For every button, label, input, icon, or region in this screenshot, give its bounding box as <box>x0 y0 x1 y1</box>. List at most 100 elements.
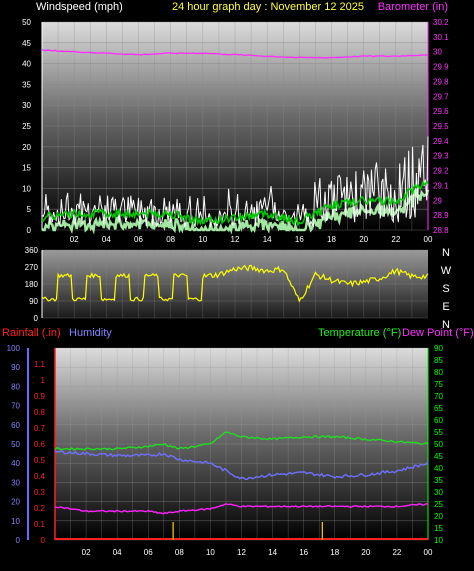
compass-label: N <box>442 247 450 259</box>
rainfall-tick-label: 0.3 <box>34 488 46 497</box>
temperature-tick-label: 15 <box>434 524 443 533</box>
time-tick-label: 14 <box>263 235 272 244</box>
time-tick-label: 16 <box>295 235 304 244</box>
temperature-tick-label: 90 <box>434 344 443 353</box>
direction-tick-label: 270 <box>25 263 39 272</box>
barometer-tick-label: 29.1 <box>433 181 449 190</box>
time-tick-label: 10 <box>198 235 207 244</box>
rainfall-tick-label: 0.9 <box>34 392 46 401</box>
windspeed-tick-label: 35 <box>22 80 31 89</box>
rainfall-tick-label: 1.1 <box>34 360 46 369</box>
barometer-tick-label: 28.9 <box>433 211 449 220</box>
compass-label: W <box>441 265 452 277</box>
time-tick-label: 14 <box>268 548 277 557</box>
compass-label: S <box>442 283 449 295</box>
direction-tick-label: 180 <box>25 280 39 289</box>
windspeed-tick-label: 45 <box>22 39 31 48</box>
windspeed-axis-title: Windspeed (mph) <box>36 1 123 13</box>
barometer-tick-label: 28.8 <box>433 226 449 235</box>
compass-label: E <box>442 301 449 313</box>
humidity-tick-label: 0 <box>16 536 21 545</box>
time-tick-label: 22 <box>391 235 400 244</box>
temperature-tick-label: 80 <box>434 368 443 377</box>
windspeed-tick-label: 30 <box>22 101 31 110</box>
temperature-tick-label: 45 <box>434 452 443 461</box>
humidity-tick-label: 20 <box>11 498 20 507</box>
humidity-tick-label: 60 <box>11 421 20 430</box>
windspeed-tick-label: 25 <box>22 122 31 131</box>
time-tick-label: 20 <box>361 548 370 557</box>
humidity-tick-label: 70 <box>11 402 20 411</box>
time-tick-label: 00 <box>424 235 433 244</box>
temperature-tick-label: 20 <box>434 512 443 521</box>
barometer-tick-label: 30.2 <box>433 18 449 27</box>
temperature-line <box>54 431 429 451</box>
rainfall-tick-label: 0.1 <box>34 520 46 529</box>
time-tick-label: 20 <box>359 235 368 244</box>
barometer-tick-label: 29.3 <box>433 152 449 161</box>
time-tick-label: 08 <box>166 235 175 244</box>
direction-tick-label: 0 <box>34 314 39 323</box>
rainfall-axis-title: Rainfall (.in) <box>2 327 61 339</box>
windspeed-tick-label: 10 <box>22 184 31 193</box>
wind-direction-line <box>41 264 429 303</box>
time-tick-label: 00 <box>424 548 433 557</box>
barometer-tick-label: 30 <box>433 48 442 57</box>
time-tick-label: 16 <box>299 548 308 557</box>
temperature-tick-label: 40 <box>434 464 443 473</box>
barometer-tick-label: 29.5 <box>433 122 449 131</box>
direction-tick-label: 360 <box>25 246 39 255</box>
rainfall-tick-label: 0.5 <box>34 456 46 465</box>
time-tick-label: 18 <box>330 548 339 557</box>
barometer-tick-label: 29.4 <box>433 137 449 146</box>
temperature-tick-label: 70 <box>434 392 443 401</box>
rainfall-tick-label: 0.2 <box>34 504 46 513</box>
barometer-tick-label: 29.8 <box>433 77 449 86</box>
time-tick-label: 04 <box>113 548 122 557</box>
rainfall-tick-label: 0.8 <box>34 408 46 417</box>
humidity-tick-label: 50 <box>11 440 20 449</box>
temperature-tick-label: 50 <box>434 440 443 449</box>
chart-title: 24 hour graph day : November 12 2025 <box>172 1 364 13</box>
time-tick-label: 18 <box>327 235 336 244</box>
humidity-tick-label: 30 <box>11 478 20 487</box>
humidity-tick-label: 80 <box>11 382 20 391</box>
temperature-tick-label: 35 <box>434 476 443 485</box>
windspeed-tick-label: 50 <box>22 18 31 27</box>
windspeed-tick-label: 15 <box>22 164 31 173</box>
humidity-tick-label: 40 <box>11 459 20 468</box>
time-tick-label: 06 <box>144 548 153 557</box>
time-tick-label: 02 <box>82 548 91 557</box>
windspeed-tick-label: 40 <box>22 60 31 69</box>
barometer-tick-label: 30.1 <box>433 33 449 42</box>
time-tick-label: 12 <box>237 548 246 557</box>
temperature-tick-label: 60 <box>434 416 443 425</box>
wind-average-line <box>41 179 429 227</box>
barometer-tick-label: 29 <box>433 196 442 205</box>
direction-tick-label: 90 <box>29 297 38 306</box>
humidity-tick-label: 10 <box>11 517 20 526</box>
temperature-tick-label: 30 <box>434 488 443 497</box>
temperature-tick-label: 85 <box>434 356 443 365</box>
humidity-line <box>54 450 429 481</box>
time-tick-label: 12 <box>231 235 240 244</box>
time-tick-label: 04 <box>102 235 111 244</box>
temperature-tick-label: 65 <box>434 404 443 413</box>
barometer-tick-label: 29.2 <box>433 167 449 176</box>
wind-band-line <box>41 187 430 235</box>
rainfall-tick-label: 0 <box>41 536 46 545</box>
barometer-axis-title: Barometer (in) <box>378 1 448 13</box>
dewpoint-axis-title: Dew Point (°F) <box>402 327 474 339</box>
windspeed-tick-label: 20 <box>22 143 31 152</box>
barometer-tick-label: 29.6 <box>433 107 449 116</box>
barometer-tick-label: 29.7 <box>433 92 449 101</box>
time-tick-label: 02 <box>70 235 79 244</box>
dewpoint-line <box>54 503 429 515</box>
rainfall-tick-label: 0.7 <box>34 424 46 433</box>
rainfall-tick-label: 1 <box>41 376 46 385</box>
temperature-axis-title: Temperature (°F) <box>318 327 401 339</box>
compass-label: N <box>442 319 450 331</box>
time-tick-label: 10 <box>206 548 215 557</box>
